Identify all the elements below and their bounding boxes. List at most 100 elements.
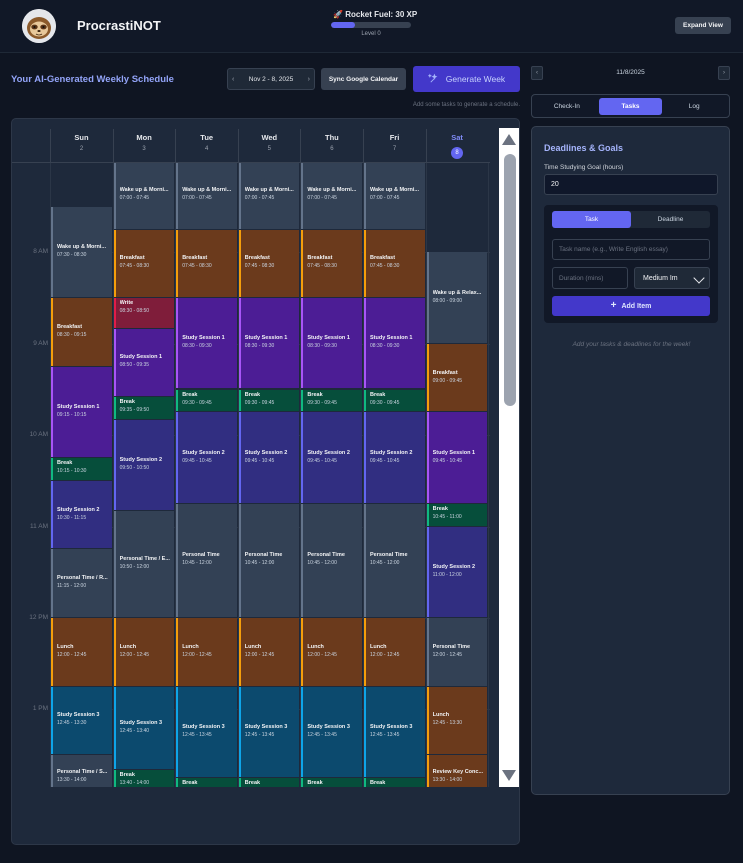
calendar-event[interactable]: Break xyxy=(364,777,425,787)
calendar-event[interactable]: Break 13:40 - 14:00 xyxy=(113,770,175,787)
calendar-event[interactable]: Study Session 2 10:30 - 11:15 xyxy=(51,480,112,549)
calendar-event[interactable]: Break xyxy=(238,777,300,787)
calendar-event[interactable]: Breakfast 09:00 - 09:45 xyxy=(426,343,488,412)
event-title: Study Session 3 xyxy=(57,712,100,719)
calendar-event[interactable]: Write 08:30 - 08:50 xyxy=(113,298,175,328)
event-time: 09:45 - 10:45 xyxy=(370,457,400,464)
day-navigator: ‹ 11/8/2025 › xyxy=(531,66,730,80)
day-date: 3 xyxy=(142,146,146,152)
calendar-scrollbar[interactable] xyxy=(499,128,519,787)
study-goal-input[interactable]: 20 xyxy=(544,174,718,195)
calendar-event[interactable]: Personal Time / R... 11:15 - 12:00 xyxy=(51,549,112,617)
calendar-event[interactable]: Lunch 12:00 - 12:45 xyxy=(301,618,362,686)
calendar-event[interactable]: Personal Time 12:00 - 12:45 xyxy=(426,618,488,686)
event-time: 09:00 - 09:45 xyxy=(432,377,463,384)
calendar-event[interactable]: Review Key Conc... 13:30 - 14:00 xyxy=(426,755,488,787)
calendar-event[interactable]: Breakfast 07:45 - 08:30 xyxy=(238,229,300,298)
add-item-button[interactable]: + Add Item xyxy=(552,296,710,316)
calendar-event[interactable]: Study Session 1 09:15 - 10:15 xyxy=(51,366,112,458)
sync-google-calendar-button[interactable]: Sync Google Calendar xyxy=(321,68,406,90)
day-header-sun: Sun 2 xyxy=(50,129,112,163)
calendar-event[interactable]: Study Session 2 09:45 - 10:45 xyxy=(238,412,300,503)
calendar-event[interactable]: Study Session 1 08:30 - 09:30 xyxy=(301,298,362,389)
calendar-event[interactable]: Break 09:30 - 09:45 xyxy=(364,389,425,412)
hour-label: 11 AM xyxy=(30,522,48,530)
hour-label: 1 PM xyxy=(32,705,48,713)
calendar-event[interactable]: Break 09:30 - 09:45 xyxy=(301,389,362,412)
next-week-icon[interactable]: › xyxy=(307,75,310,83)
calendar-event[interactable]: Study Session 3 12:45 - 13:45 xyxy=(301,686,362,777)
day-date: 5 xyxy=(267,146,271,152)
calendar-event[interactable]: Break 10:45 - 11:00 xyxy=(426,503,488,526)
calendar-event[interactable]: Personal Time / S... 13:30 - 14:00 xyxy=(51,755,112,787)
event-time: 08:30 - 09:30 xyxy=(244,343,275,350)
event-time: 10:30 - 11:15 xyxy=(57,514,87,521)
tab-tasks[interactable]: Tasks xyxy=(598,97,663,115)
calendar-event[interactable]: Personal Time 10:45 - 12:00 xyxy=(301,503,362,617)
calendar-event[interactable]: Study Session 1 09:45 - 10:45 xyxy=(426,412,488,503)
calendar-event[interactable]: Wake up & Morni... 07:00 - 07:45 xyxy=(176,163,237,229)
next-day-icon[interactable]: › xyxy=(718,66,730,80)
calendar-event[interactable]: Study Session 2 09:45 - 10:45 xyxy=(301,412,362,503)
calendar-event[interactable]: Personal Time / E... 10:50 - 12:00 xyxy=(113,511,175,617)
calendar-event[interactable]: Wake up & Relax... 08:00 - 09:00 xyxy=(426,252,488,343)
calendar-event[interactable]: Breakfast 07:45 - 08:30 xyxy=(301,229,362,298)
calendar-event[interactable]: Study Session 3 12:45 - 13:45 xyxy=(176,686,237,777)
calendar-event[interactable]: Wake up & Morni... 07:00 - 07:45 xyxy=(238,163,300,229)
calendar-event[interactable]: Personal Time 10:45 - 12:00 xyxy=(238,503,300,617)
calendar-event[interactable]: Lunch 12:00 - 12:45 xyxy=(238,618,300,686)
calendar-event[interactable]: Breakfast 07:45 - 08:30 xyxy=(176,229,237,298)
calendar-event[interactable]: Study Session 1 08:50 - 09:35 xyxy=(113,328,175,397)
scroll-up-icon[interactable] xyxy=(502,134,516,145)
calendar-event[interactable]: Lunch 12:00 - 12:45 xyxy=(176,618,237,686)
calendar-event[interactable]: Break 09:35 - 09:50 xyxy=(113,397,175,419)
calendar-event[interactable]: Study Session 1 08:30 - 09:30 xyxy=(364,298,425,389)
calendar-event[interactable]: Study Session 1 08:30 - 09:30 xyxy=(176,298,237,389)
task-name-input[interactable]: Task name (e.g., Write English essay) xyxy=(552,239,710,260)
calendar-event[interactable]: Study Session 3 12:45 - 13:45 xyxy=(364,686,425,777)
calendar-event[interactable]: Study Session 1 08:30 - 09:30 xyxy=(238,298,300,389)
calendar-event[interactable]: Breakfast 07:45 - 08:30 xyxy=(364,229,425,298)
calendar-event[interactable]: Wake up & Morni... 07:30 - 08:30 xyxy=(51,206,112,298)
event-title: Study Session 2 xyxy=(119,457,163,464)
calendar-event[interactable]: Wake up & Morni... 07:00 - 07:45 xyxy=(364,163,425,229)
calendar-event[interactable]: Lunch 12:00 - 12:45 xyxy=(113,618,175,686)
event-time: 12:45 - 13:40 xyxy=(119,727,150,734)
expand-view-button[interactable]: Expand View xyxy=(675,17,731,34)
calendar-event[interactable]: Break xyxy=(301,777,362,787)
prev-week-icon[interactable]: ‹ xyxy=(232,75,235,83)
calendar-event[interactable]: Breakfast 08:30 - 09:15 xyxy=(51,298,112,366)
calendar-event[interactable]: Study Session 3 12:45 - 13:45 xyxy=(238,686,300,777)
calendar-event[interactable]: Break 10:15 - 10:30 xyxy=(51,458,112,480)
generate-week-button[interactable]: Generate Week xyxy=(413,66,520,92)
calendar-event[interactable]: Study Session 3 12:45 - 13:40 xyxy=(113,686,175,770)
type-deadline-option[interactable]: Deadline xyxy=(657,216,684,223)
calendar-event[interactable]: Lunch 12:45 - 13:30 xyxy=(426,686,488,755)
duration-input[interactable]: Duration (mins) xyxy=(552,267,628,289)
calendar-event[interactable]: Break xyxy=(176,777,237,787)
scroll-thumb[interactable] xyxy=(504,154,516,406)
day-date-wrap: 8 xyxy=(427,146,488,159)
calendar-event[interactable]: Break 09:30 - 09:45 xyxy=(238,389,300,412)
calendar-event[interactable]: Study Session 2 09:45 - 10:45 xyxy=(176,412,237,503)
tab-check-in[interactable]: Check-In xyxy=(553,102,580,110)
calendar-event[interactable]: Personal Time 10:45 - 12:00 xyxy=(176,503,237,617)
tab-log[interactable]: Log xyxy=(688,102,700,110)
weekly-calendar: Sun 2 Mon 3 Tue 4 Wed 5 Thu 6 Fri 7 Sat 8 7 AM 8 AM 9 A… xyxy=(11,118,520,845)
scroll-down-icon[interactable] xyxy=(502,770,516,781)
calendar-event[interactable]: Lunch 12:00 - 12:45 xyxy=(364,618,425,686)
event-time: 09:45 - 10:45 xyxy=(432,457,463,464)
calendar-event[interactable]: Wake up & Morni... 07:00 - 07:45 xyxy=(113,163,175,229)
priority-select[interactable]: Medium Im xyxy=(634,267,710,289)
calendar-event[interactable]: Study Session 3 12:45 - 13:30 xyxy=(51,686,112,755)
calendar-event[interactable]: Break 09:30 - 09:45 xyxy=(176,389,237,412)
calendar-event[interactable]: Study Session 2 09:50 - 10:50 xyxy=(113,419,175,511)
type-task-option[interactable]: Task xyxy=(552,211,631,228)
prev-day-icon[interactable]: ‹ xyxy=(531,66,543,80)
calendar-event[interactable]: Study Session 2 11:00 - 12:00 xyxy=(426,526,488,617)
calendar-event[interactable]: Wake up & Morni... 07:00 - 07:45 xyxy=(301,163,362,229)
calendar-event[interactable]: Lunch 12:00 - 12:45 xyxy=(51,618,112,686)
calendar-event[interactable]: Personal Time 10:45 - 12:00 xyxy=(364,503,425,617)
calendar-event[interactable]: Breakfast 07:45 - 08:30 xyxy=(113,229,175,298)
calendar-event[interactable]: Study Session 2 09:45 - 10:45 xyxy=(364,412,425,503)
